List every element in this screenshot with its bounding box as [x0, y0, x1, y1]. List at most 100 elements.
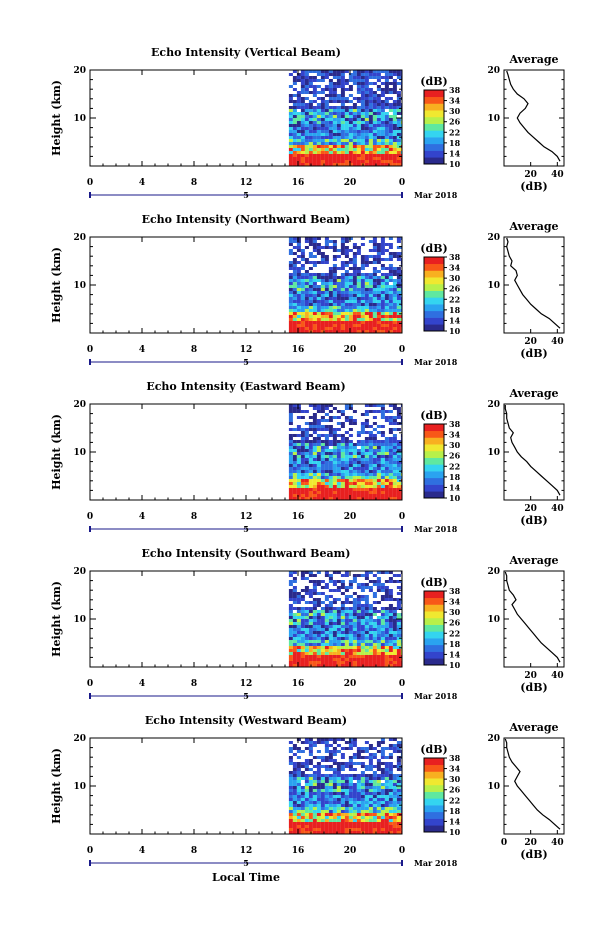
heatmap-cell — [356, 330, 361, 333]
heatmap-cell — [340, 309, 345, 312]
panel-1: Echo Intensity (Vertical Beam)0 4 8 12 16 20 0… — [50, 46, 565, 200]
heatmap-cell — [356, 294, 361, 297]
heatmap-cell — [336, 440, 341, 443]
heatmap-cell — [372, 243, 377, 246]
heatmap-cell — [360, 574, 365, 577]
heatmap-cell — [316, 613, 321, 616]
heatmap-cell — [296, 246, 301, 249]
heatmap-cell — [384, 285, 389, 288]
heatmap-cell — [380, 91, 385, 94]
heatmap-cell — [388, 816, 393, 819]
heatmap-cell — [292, 589, 297, 592]
heatmap-cell — [300, 97, 305, 100]
heatmap-cell — [344, 619, 349, 622]
heatmap-cell — [368, 652, 373, 655]
heatmap-cell — [336, 470, 341, 473]
heatmap-cell — [312, 297, 317, 300]
heatmap-cell — [392, 416, 397, 419]
heatmap-cell — [320, 273, 325, 276]
heatmap-cell — [380, 252, 385, 255]
heatmap-cell — [328, 637, 333, 640]
heatmap-cell — [364, 76, 369, 79]
heatmap-cell — [308, 661, 313, 664]
heatmap-cell — [320, 76, 325, 79]
heatmap-cell — [376, 112, 381, 115]
heatmap-cell — [348, 300, 353, 303]
heatmap-cell — [288, 825, 293, 828]
heatmap-cell — [356, 291, 361, 294]
heatmap-cell — [372, 801, 377, 804]
heatmap-cell — [388, 756, 393, 759]
y-axis-label: Height (km) — [50, 414, 63, 490]
heatmap-cell — [324, 73, 329, 76]
heatmap-cell — [308, 652, 313, 655]
x-axis-label: Local Time — [212, 871, 280, 884]
heatmap-cell — [384, 118, 389, 121]
heatmap-cell — [396, 792, 401, 795]
heatmap-cell — [368, 828, 373, 831]
heatmap-cell — [300, 121, 305, 124]
heatmap-cell — [292, 586, 297, 589]
heatmap-cell — [300, 789, 305, 792]
heatmap-cell — [384, 100, 389, 103]
heatmap-cell — [388, 145, 393, 148]
heatmap-cell — [288, 771, 293, 774]
heatmap-cell — [344, 485, 349, 488]
heatmap-cell — [336, 79, 341, 82]
heatmap-cell — [396, 109, 401, 112]
heatmap-cell — [340, 637, 345, 640]
heatmap-cell — [364, 571, 369, 574]
heatmap-cell — [288, 422, 293, 425]
heatmap-cell — [292, 819, 297, 822]
heatmap-cell — [316, 330, 321, 333]
heatmap-cell — [376, 252, 381, 255]
heatmap-cell — [392, 825, 397, 828]
heatmap-cell — [312, 756, 317, 759]
heatmap-cell — [372, 601, 377, 604]
heatmap-cell — [304, 470, 309, 473]
heatmap-cell — [380, 589, 385, 592]
heatmap-cell — [332, 88, 337, 91]
heatmap-cell — [348, 282, 353, 285]
heatmap-cell — [320, 625, 325, 628]
heatmap-cell — [320, 661, 325, 664]
heatmap-cell — [340, 163, 345, 166]
heatmap-cell — [364, 756, 369, 759]
heatmap-cell — [356, 97, 361, 100]
heatmap-cell — [384, 419, 389, 422]
heatmap-cell — [332, 264, 337, 267]
colorbar-swatch — [424, 123, 444, 131]
heatmap-cell — [376, 461, 381, 464]
heatmap-cell — [316, 580, 321, 583]
heatmap-cell — [384, 622, 389, 625]
heatmap-cell — [400, 592, 402, 595]
heatmap-cell — [384, 771, 389, 774]
heatmap-cell — [352, 634, 357, 637]
heatmap-cell — [292, 324, 297, 327]
heatmap-cell — [372, 109, 377, 112]
heatmap-cell — [296, 461, 301, 464]
heatmap-cell — [348, 76, 353, 79]
heatmap-cell — [356, 798, 361, 801]
heatmap-cell — [388, 643, 393, 646]
heatmap-cell — [324, 610, 329, 613]
heatmap-cell — [308, 103, 313, 106]
heatmap-cell — [336, 70, 341, 73]
heatmap-cell — [392, 774, 397, 777]
heatmap-cell — [344, 658, 349, 661]
heatmap-cell — [324, 649, 329, 652]
heatmap-cell — [328, 327, 333, 330]
heatmap-cell — [380, 136, 385, 139]
heatmap-cell — [388, 795, 393, 798]
heatmap-cell — [356, 652, 361, 655]
heatmap-cell — [304, 804, 309, 807]
heatmap-cell — [388, 404, 393, 407]
heatmap-cell — [380, 497, 385, 500]
colorbar-swatch — [424, 437, 444, 445]
heatmap-cell — [308, 70, 313, 73]
heatmap-cell — [308, 157, 313, 160]
heatmap-cell — [400, 601, 402, 604]
heatmap-cell — [400, 82, 402, 85]
heatmap-cell — [384, 580, 389, 583]
heatmap-cell — [296, 330, 301, 333]
